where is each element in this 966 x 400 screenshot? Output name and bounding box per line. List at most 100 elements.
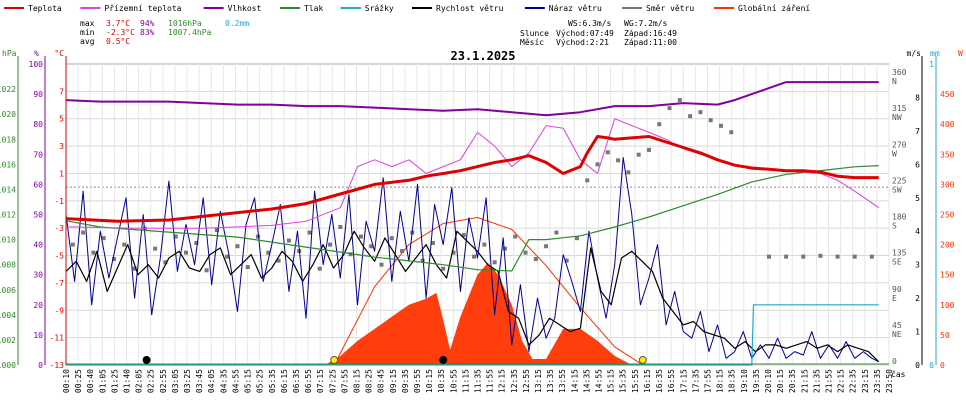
pct-tick-label: 70 <box>33 150 43 159</box>
hpa-tick-label: 1022 <box>0 85 16 94</box>
x-tick-label: 16:15 <box>643 369 652 393</box>
series-wind-direction-point <box>214 228 219 233</box>
ms-tick-label: 1 <box>915 328 920 337</box>
series-wind-direction-point <box>708 118 713 123</box>
dir-tick-name: SE <box>892 258 902 267</box>
dir-tick-name: E <box>892 294 897 303</box>
series-wind-direction-point <box>698 110 703 115</box>
x-tick-label: 14:55 <box>595 369 604 393</box>
legend: Teplota Přízemní teplota Vlhkost Tlak Srážky… <box>4 4 810 13</box>
stats-row-label: avg <box>80 37 95 46</box>
moon-marker <box>142 356 151 364</box>
pct-tick-label: 60 <box>33 180 43 189</box>
w-tick-label: 200 <box>940 241 955 250</box>
temp-axis-title: °C <box>54 49 64 58</box>
temp-tick-label: -9 <box>54 306 64 315</box>
series-wind-direction-point <box>626 170 631 175</box>
temp-tick-label: -1 <box>54 197 64 206</box>
series-wind-direction-point <box>317 266 322 271</box>
temp-tick-label: -7 <box>54 279 64 288</box>
hpa-tick-label: 1002 <box>0 336 16 345</box>
series-wind-direction-point <box>595 162 600 167</box>
info-moon-label: Měsíc <box>520 38 544 47</box>
x-tick-label: 21:35 <box>812 369 821 393</box>
hpa-tick-label: 1016 <box>0 160 16 169</box>
w-axis-title: W <box>958 49 963 58</box>
w-tick-label: 50 <box>940 331 950 340</box>
series-wind-direction-point <box>554 230 559 235</box>
temp-tick-label: -3 <box>54 224 64 233</box>
stats-press: 1007.4hPa <box>168 28 212 37</box>
series-wind-direction-point <box>184 250 189 255</box>
hpa-tick-label: 1012 <box>0 211 16 220</box>
series-wind-direction-point <box>688 114 693 119</box>
series-pressure <box>65 165 879 272</box>
hpa-axis-title: hPa <box>2 49 17 58</box>
pct-tick-label: 20 <box>33 301 43 310</box>
dir-tick-label: 180 <box>892 213 907 222</box>
x-tick-label: 16:55 <box>667 369 676 393</box>
x-tick-label: 05:35 <box>268 369 277 393</box>
x-tick-label: 01:40 <box>123 369 132 393</box>
series-wind-direction-point <box>338 224 343 229</box>
x-tick-label: 23:50 <box>885 369 894 393</box>
w-tick-label: 350 <box>940 150 955 159</box>
series-wind-direction-point <box>286 238 291 243</box>
series-wind-direction-point <box>766 254 771 259</box>
series-wind-direction-point <box>256 234 261 239</box>
x-tick-label: 12:35 <box>510 369 519 393</box>
series-wind-direction-point <box>533 257 538 262</box>
w-tick-label: 0 <box>940 361 945 370</box>
series-wind-direction-point <box>605 150 610 155</box>
x-tick-label: 06:35 <box>292 369 301 393</box>
pct-tick-label: 0 <box>38 361 43 370</box>
x-tick-label: 14:35 <box>582 369 591 393</box>
dir-tick-name: SW <box>892 185 902 194</box>
info-sunset: Západ:16:49 <box>624 29 677 38</box>
x-tick-label: 04:05 <box>207 369 216 393</box>
series-layer <box>65 81 889 366</box>
x-tick-label: 13:35 <box>546 369 555 393</box>
x-tick-label: 11:35 <box>474 369 483 393</box>
series-wind-direction-point <box>348 252 353 257</box>
dir-tick-label: 0 <box>892 357 897 366</box>
sun-marker <box>330 356 339 364</box>
series-wind-direction-point <box>564 258 569 263</box>
dir-tick-label: 225 <box>892 176 907 185</box>
legend-label: Rychlost větru <box>436 4 504 13</box>
x-tick-label: 15:35 <box>619 369 628 393</box>
stats-rain: 0.2mm <box>225 19 249 28</box>
chart-title: 23.1.2025 <box>450 49 515 63</box>
series-wind-direction-point <box>153 246 158 251</box>
x-tick-label: 10:15 <box>425 369 434 393</box>
dir-tick-name: NW <box>892 113 902 122</box>
ms-tick-label: 6 <box>915 160 920 169</box>
ms-tick-label: 2 <box>915 294 920 303</box>
series-sun-curve <box>333 217 644 366</box>
stats-temp: 0.5°C <box>106 37 130 46</box>
info-wg: WG:7.2m/s <box>624 19 668 28</box>
series-wind-direction-point <box>451 250 456 255</box>
x-tick-label: 12:55 <box>522 369 531 393</box>
series-wind-direction-point <box>245 265 250 270</box>
axes: 00:10 00:25 00:40 01:05 01:25 01:40 02:05 02:25… <box>0 49 963 393</box>
series-wind-direction-point <box>636 152 641 157</box>
series-wind-direction-point <box>266 250 271 255</box>
w-tick-label: 150 <box>940 271 955 280</box>
x-tick-label: 18:15 <box>716 369 725 393</box>
x-tick-label: 09:35 <box>401 369 410 393</box>
moon-marker <box>439 356 448 364</box>
stats-hum: 94% <box>140 19 155 28</box>
series-wind-direction-point <box>852 254 857 259</box>
series-wind-direction-point <box>729 130 734 135</box>
info-sunrise: Východ:07:49 <box>556 29 614 38</box>
stats-row-label: max <box>80 19 95 28</box>
dir-tick-label: 45 <box>892 321 902 330</box>
legend-label: Směr větru <box>646 4 694 13</box>
x-tick-label: 17:35 <box>691 369 700 393</box>
temp-tick-label: -11 <box>50 334 65 343</box>
series-wind-direction-point <box>81 230 86 235</box>
x-tick-label: 02:55 <box>159 369 168 393</box>
series-wind-direction-point <box>801 254 806 259</box>
